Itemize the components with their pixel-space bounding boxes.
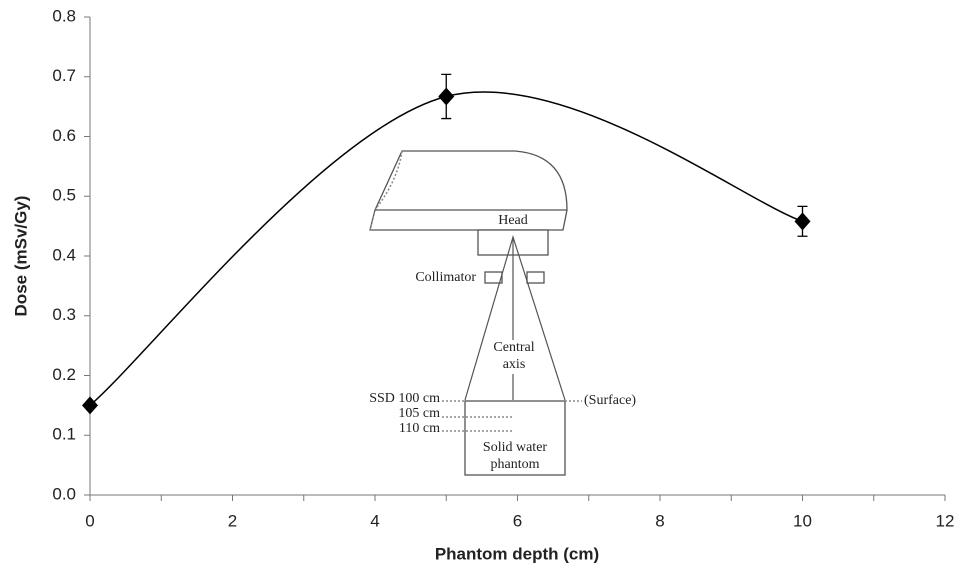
inset-label: (Surface): [584, 393, 636, 408]
x-tick-label: 4: [370, 511, 379, 530]
x-tick-label: 8: [655, 511, 664, 530]
inset-label: 105 cm: [398, 406, 440, 421]
x-axis-label: Phantom depth (cm): [435, 544, 599, 563]
inset-label: phantom: [491, 457, 540, 472]
x-tick-label: 0: [85, 511, 94, 530]
y-tick-label: 0.3: [52, 305, 76, 324]
inset-diagram: Head Collimator Central axis SSD 100 cm …: [369, 150, 636, 476]
y-tick-label: 0.4: [52, 245, 76, 264]
y-tick-label: 0.0: [52, 484, 76, 503]
inset-label: Solid water: [483, 440, 547, 455]
x-tick-label: 6: [513, 511, 522, 530]
marker: [794, 212, 811, 231]
y-tick-label: 0.8: [52, 6, 76, 25]
inset-label: Collimator: [415, 270, 476, 285]
x-tick-label: 10: [793, 511, 812, 530]
x-tick-label: 12: [936, 511, 955, 530]
inset-label: Head: [498, 213, 528, 228]
beam: [464, 234, 566, 401]
y-axis-label: Dose (mSv/Gy): [11, 196, 30, 317]
inset-label: Central: [493, 340, 534, 355]
marker: [438, 87, 455, 106]
depth-leaders: [442, 400, 582, 432]
curve: [89, 91, 803, 406]
y-tick-label: 0.6: [52, 126, 76, 145]
y-tick-label: 0.1: [52, 425, 76, 444]
collimator-left: [484, 271, 503, 284]
inset-label: SSD 100 cm: [369, 391, 440, 406]
collimator-right: [526, 271, 545, 284]
y-tick-label: 0.2: [52, 365, 76, 384]
x-tick-label: 2: [228, 511, 237, 530]
y-tick-label: 0.7: [52, 66, 76, 85]
marker: [82, 396, 98, 415]
inset-label: axis: [503, 357, 526, 372]
y-tick-label: 0.5: [52, 186, 76, 205]
inset-label: 110 cm: [399, 421, 440, 436]
phantom-box: [464, 400, 566, 476]
label-bg: [487, 340, 539, 374]
